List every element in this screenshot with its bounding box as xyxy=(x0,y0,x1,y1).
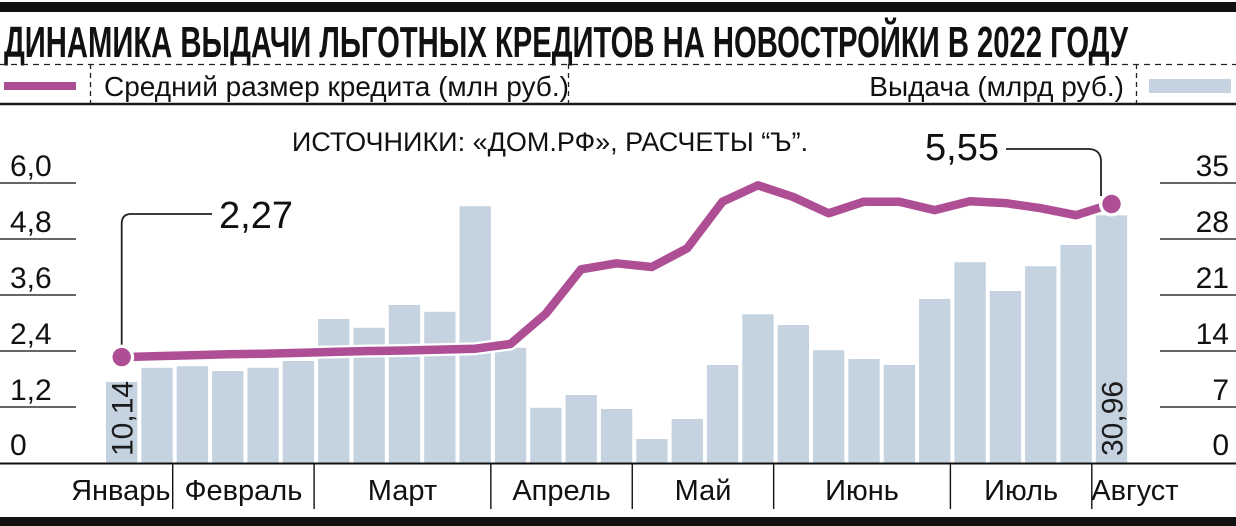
line-last-value: 5,55 xyxy=(925,127,999,169)
source-note: ИСТОЧНИКИ: «ДОМ.РФ», РАСЧЕТЫ “Ъ”. xyxy=(292,127,808,157)
bar-week-14 xyxy=(565,395,597,463)
bar-week-28 xyxy=(1060,245,1092,463)
right-axis-label: 35 xyxy=(1196,150,1229,183)
line-series xyxy=(117,181,1116,362)
left-axis-label: 2,4 xyxy=(10,318,52,351)
bar-first-value: 10,14 xyxy=(107,381,140,456)
right-axis-label: 0 xyxy=(1212,429,1229,462)
bar-week-19 xyxy=(742,314,774,463)
left-axis-label: 6,0 xyxy=(10,150,52,183)
bar-week-21 xyxy=(813,350,845,463)
month-axis-layer: Январь Февраль Март Апрель Май Июнь Июль Август xyxy=(71,464,1179,509)
callout-line-first xyxy=(120,213,212,352)
bar-week-26 xyxy=(989,291,1022,463)
bar-week-12 xyxy=(494,347,527,463)
bar-week-5 xyxy=(247,367,279,463)
bar-last-value: 30,96 xyxy=(1097,381,1130,456)
bar-week-13 xyxy=(530,407,562,463)
bar-week-18 xyxy=(706,365,739,463)
bar-week-17 xyxy=(671,419,703,463)
left-axis-label: 4,8 xyxy=(10,206,52,239)
bar-week-27 xyxy=(1025,266,1057,463)
right-axis-label: 28 xyxy=(1196,206,1229,239)
callout-line-last xyxy=(1006,148,1102,196)
line-legend-label: Средний размер кредита (млн руб.) xyxy=(104,71,569,102)
bar-week-9 xyxy=(388,305,421,463)
bar-series-layer xyxy=(106,206,1128,463)
bar-legend-label: Выдача (млрд руб.) xyxy=(869,71,1124,102)
right-axis-label: 14 xyxy=(1196,318,1229,351)
bar-week-4 xyxy=(212,371,244,463)
line-first-dot xyxy=(112,347,131,367)
bar-week-22 xyxy=(848,359,880,463)
axis-labels-layer: 6,0 35 4,8 28 3,6 21 2,4 14 1,2 7 0 0 xyxy=(10,150,1229,462)
bar-week-1 xyxy=(106,381,138,463)
bar-week-23 xyxy=(883,365,916,463)
line-first-value: 2,27 xyxy=(219,195,293,237)
axis-ticks-layer xyxy=(0,182,1236,408)
bar-week-2 xyxy=(141,367,173,463)
line-series-layer xyxy=(115,178,1118,364)
bar-week-11 xyxy=(459,206,491,463)
month-label-8: Август xyxy=(1091,475,1178,507)
line-last-dot xyxy=(1102,194,1121,214)
bar-week-10 xyxy=(424,311,456,463)
left-axis-label: 1,2 xyxy=(10,374,52,407)
month-label-6: Июнь xyxy=(825,475,899,507)
month-label-5: Май xyxy=(675,475,732,507)
month-label-2: Февраль xyxy=(184,475,302,507)
bar-week-16 xyxy=(636,439,668,463)
top-rule xyxy=(0,2,1236,12)
bar-week-20 xyxy=(777,325,809,463)
month-label-1: Январь xyxy=(71,475,170,507)
bar-week-24 xyxy=(919,299,951,463)
line-legend-swatch xyxy=(4,82,76,90)
bar-week-15 xyxy=(600,409,633,463)
bar-week-3 xyxy=(176,366,209,463)
bar-week-6 xyxy=(282,361,315,463)
month-label-7: Июль xyxy=(984,475,1058,507)
bar-legend-swatch xyxy=(1149,79,1231,93)
left-axis-label: 3,6 xyxy=(10,262,52,295)
month-label-4: Апрель xyxy=(512,475,610,507)
bottom-rule xyxy=(0,517,1236,526)
bar-week-29 xyxy=(1095,215,1128,463)
bar-week-25 xyxy=(954,262,986,463)
month-label-3: Март xyxy=(368,475,437,507)
right-axis-label: 7 xyxy=(1212,374,1229,407)
page-title: ДИНАМИКА ВЫДАЧИ ЛЬГОТНЫХ КРЕДИТОВ НА НОВ… xyxy=(4,16,1128,67)
left-axis-label: 0 xyxy=(10,429,27,462)
right-axis-label: 21 xyxy=(1196,262,1229,295)
bar-week-7 xyxy=(318,319,350,463)
